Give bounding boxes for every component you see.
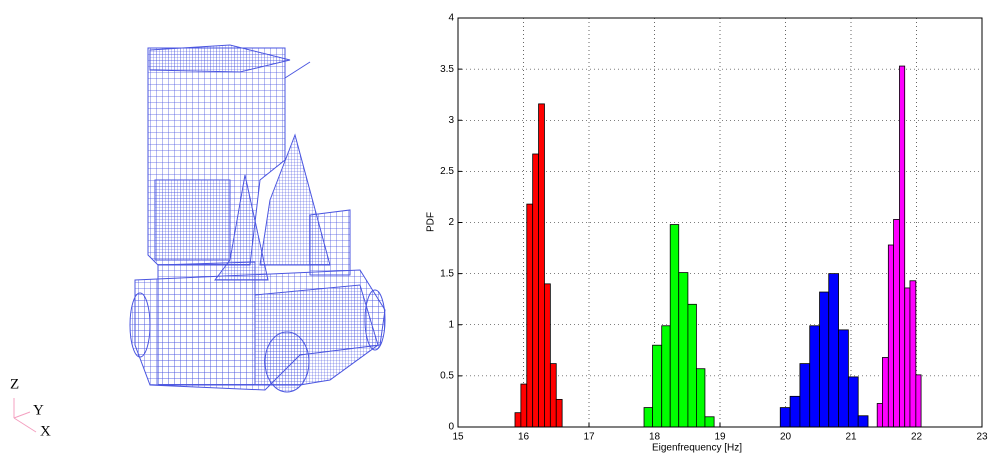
y-axis-label: PDF (426, 212, 437, 232)
bar (515, 413, 521, 427)
bar (521, 384, 527, 427)
bar (644, 408, 653, 427)
x-tick-label: 17 (583, 432, 595, 443)
bar (705, 417, 714, 427)
x-tick-label: 18 (649, 432, 661, 443)
bar (688, 304, 697, 427)
bar (810, 326, 820, 427)
bar (550, 364, 556, 427)
fe-mesh (130, 45, 385, 392)
x-tick-label: 15 (452, 432, 464, 443)
triad-axis (14, 412, 30, 418)
bar (780, 408, 790, 427)
bar (679, 273, 688, 427)
bar (910, 281, 916, 427)
x-tick-label: 16 (518, 432, 530, 443)
bar (888, 245, 893, 427)
bar (899, 66, 904, 427)
bar (790, 396, 800, 427)
bar (882, 357, 888, 427)
y-tick-label: 2 (448, 217, 454, 228)
bar (653, 345, 662, 427)
bar (916, 375, 921, 427)
bar (662, 326, 671, 427)
triad-label: Y (33, 402, 44, 418)
page: Z Y X Eigenfrequency [Hz] PDF 15 16 17 18 19… (0, 0, 989, 458)
bar (829, 274, 839, 427)
y-tick-label: 1.5 (440, 268, 454, 279)
y-tick-label: 3.5 (440, 64, 454, 75)
x-tick-label: 23 (976, 432, 988, 443)
bar (877, 403, 882, 427)
x-tick-label: 20 (780, 432, 792, 443)
x-tick-label: 22 (911, 432, 923, 443)
triad-label: Z (10, 376, 19, 392)
bar (539, 104, 545, 427)
bar (905, 288, 910, 427)
bar (839, 330, 849, 427)
bar (848, 377, 858, 427)
triad-axis (14, 418, 36, 432)
triad: Z Y X (10, 376, 51, 439)
bar (533, 154, 539, 427)
bar (544, 284, 550, 427)
bar (858, 416, 868, 427)
bar (556, 399, 562, 427)
y-tick-label: 2.5 (440, 166, 454, 177)
y-tick-label: 0.5 (440, 371, 454, 382)
triad-label: X (40, 423, 51, 439)
x-tick-label: 21 (845, 432, 857, 443)
y-tick-label: 3 (448, 115, 454, 126)
x-axis-label: Eigenfrequency [Hz] (652, 443, 742, 454)
figure: Z Y X Eigenfrequency [Hz] PDF 15 16 17 18 19… (0, 0, 989, 458)
bar (800, 364, 810, 427)
bar (820, 292, 829, 427)
x-tick-label: 19 (714, 432, 726, 443)
y-tick-label: 4 (448, 13, 454, 24)
y-tick-label: 1 (448, 319, 454, 330)
bar (894, 219, 900, 427)
bar (670, 225, 679, 427)
bar (696, 369, 705, 427)
bar (527, 204, 533, 427)
y-tick-label: 0 (448, 422, 454, 433)
